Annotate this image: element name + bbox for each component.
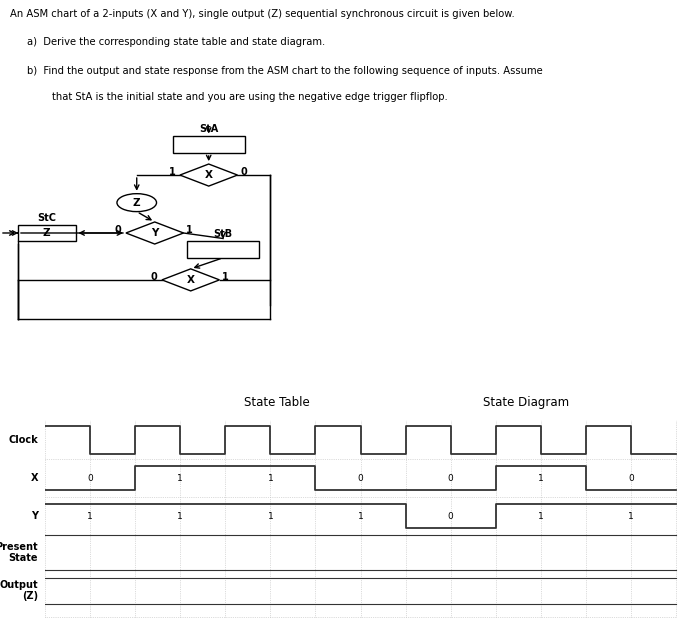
Text: Z: Z — [133, 198, 140, 208]
Polygon shape — [126, 222, 183, 244]
Text: 0: 0 — [448, 474, 453, 483]
Text: Output
(Z): Output (Z) — [0, 580, 38, 601]
Text: Y: Y — [151, 228, 158, 238]
Ellipse shape — [117, 194, 156, 211]
Polygon shape — [180, 164, 237, 186]
Text: X: X — [205, 170, 212, 180]
Bar — [173, 137, 245, 153]
Text: 0: 0 — [87, 474, 93, 483]
Text: 1: 1 — [186, 224, 193, 234]
Text: State Diagram: State Diagram — [483, 396, 569, 409]
Text: 1: 1 — [538, 474, 544, 483]
Text: Z: Z — [43, 228, 51, 238]
Polygon shape — [162, 269, 219, 291]
Text: 0: 0 — [448, 512, 453, 521]
Text: 0: 0 — [115, 224, 122, 234]
Text: 1: 1 — [268, 512, 273, 521]
Bar — [187, 241, 259, 258]
Text: Present
State: Present State — [0, 542, 38, 563]
Text: 0: 0 — [151, 271, 158, 282]
Text: 1: 1 — [628, 512, 634, 521]
Text: An ASM chart of a 2-inputs (X and Y), single output (Z) sequential synchronous c: An ASM chart of a 2-inputs (X and Y), si… — [10, 9, 515, 19]
Text: 1: 1 — [177, 512, 183, 521]
Text: 0: 0 — [240, 167, 247, 177]
Text: b)  Find the output and state response from the ASM chart to the following seque: b) Find the output and state response fr… — [27, 66, 543, 76]
Text: a)  Derive the corresponding state table and state diagram.: a) Derive the corresponding state table … — [27, 37, 325, 47]
Text: 1: 1 — [538, 512, 544, 521]
Text: X: X — [30, 473, 38, 483]
Bar — [18, 224, 75, 241]
Text: State Table: State Table — [244, 396, 310, 409]
Text: that StA is the initial state and you are using the negative edge trigger flipfl: that StA is the initial state and you ar… — [27, 92, 448, 102]
Text: Clock: Clock — [8, 435, 38, 445]
Text: 1: 1 — [169, 167, 176, 177]
Text: StA: StA — [199, 124, 219, 134]
Text: 0: 0 — [358, 474, 363, 483]
Text: Y: Y — [31, 512, 38, 522]
Text: 0: 0 — [628, 474, 634, 483]
Text: 1: 1 — [87, 512, 93, 521]
Text: StB: StB — [214, 229, 233, 239]
Text: StC: StC — [37, 213, 56, 223]
Text: 1: 1 — [177, 474, 183, 483]
Text: 1: 1 — [358, 512, 363, 521]
Text: 1: 1 — [222, 271, 229, 282]
Text: 1: 1 — [268, 474, 273, 483]
Text: X: X — [187, 275, 194, 285]
